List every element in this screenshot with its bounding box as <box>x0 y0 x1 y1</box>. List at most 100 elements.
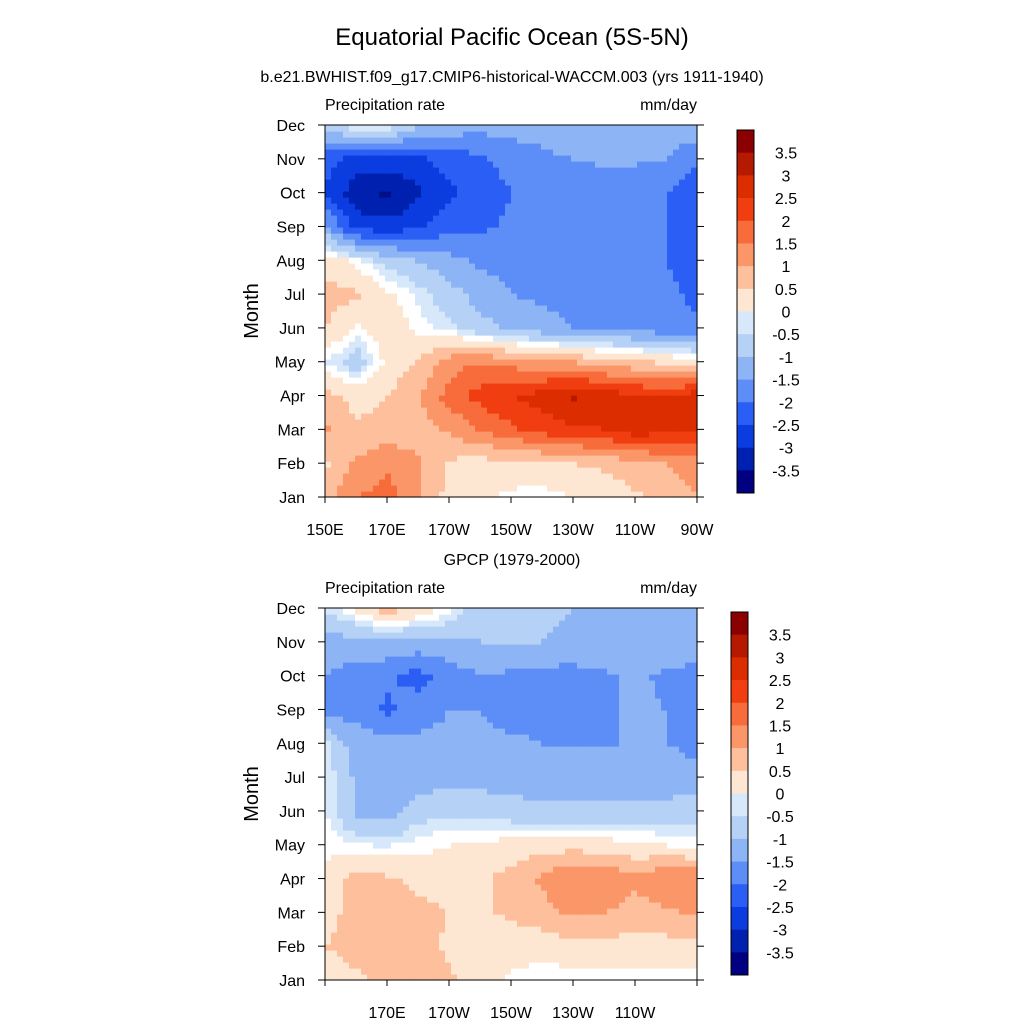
heatmap-cell <box>421 293 428 300</box>
colorbar-box <box>737 175 754 199</box>
heatmap-cell <box>487 950 494 957</box>
heatmap-cell <box>415 221 422 228</box>
heatmap-cell <box>487 431 494 438</box>
heatmap-cell <box>577 419 584 426</box>
heatmap-cell <box>433 938 440 945</box>
heatmap-cell <box>607 914 614 921</box>
heatmap-cell <box>505 956 512 963</box>
heatmap-cell <box>511 449 518 456</box>
heatmap-cell <box>331 377 338 384</box>
heatmap-cell <box>679 335 686 342</box>
heatmap-cell <box>493 215 500 222</box>
heatmap-cell <box>577 161 584 168</box>
heatmap-cell <box>619 419 626 426</box>
heatmap-cell <box>445 155 452 162</box>
heatmap-cell <box>625 377 632 384</box>
heatmap-cell <box>475 878 482 885</box>
heatmap-cell <box>457 890 464 897</box>
heatmap-cell <box>445 437 452 444</box>
heatmap-cell <box>547 431 554 438</box>
heatmap-cell <box>445 896 452 903</box>
heatmap-cell <box>487 902 494 909</box>
heatmap-cell <box>361 329 368 336</box>
heatmap-cell <box>451 395 458 402</box>
heatmap-cell <box>637 413 644 420</box>
heatmap-cell <box>409 125 416 132</box>
heatmap-cell <box>385 143 392 150</box>
heatmap-cell <box>481 395 488 402</box>
heatmap-cell <box>343 125 350 132</box>
x-tick-label: 90W <box>681 522 715 539</box>
heatmap-cell <box>331 215 338 222</box>
heatmap-cell <box>577 191 584 198</box>
heatmap-cell <box>403 209 410 216</box>
heatmap-cell <box>691 143 698 150</box>
heatmap-cell <box>643 137 650 144</box>
heatmap-cell <box>463 896 470 903</box>
heatmap-cell <box>685 926 692 933</box>
heatmap-cell <box>355 251 362 258</box>
heatmap-cell <box>547 209 554 216</box>
heatmap-cell <box>535 896 542 903</box>
heatmap-cell <box>607 974 614 981</box>
heatmap-cell <box>349 251 356 258</box>
heatmap-cell <box>655 473 662 480</box>
heatmap-cell <box>379 467 386 474</box>
heatmap-cell <box>337 299 344 306</box>
heatmap-cell <box>637 293 644 300</box>
heatmap-cell <box>607 269 614 276</box>
heatmap-cell <box>547 962 554 969</box>
heatmap-cell <box>625 944 632 951</box>
heatmap-cell <box>349 287 356 294</box>
heatmap-cell <box>619 263 626 270</box>
heatmap-cell <box>577 950 584 957</box>
heatmap-cell <box>451 425 458 432</box>
heatmap-cell <box>451 245 458 252</box>
heatmap-cell <box>643 908 650 915</box>
heatmap-cell <box>373 926 380 933</box>
heatmap-cell <box>355 143 362 150</box>
heatmap-cell <box>625 914 632 921</box>
heatmap-cell <box>433 389 440 396</box>
heatmap-cell <box>499 317 506 324</box>
heatmap-cell <box>643 281 650 288</box>
heatmap-cell <box>583 383 590 390</box>
heatmap-cell <box>445 413 452 420</box>
heatmap-cell <box>373 413 380 420</box>
heatmap-cell <box>541 125 548 132</box>
heatmap-cell <box>415 425 422 432</box>
heatmap-cell <box>415 143 422 150</box>
heatmap-cell <box>331 890 338 897</box>
heatmap-cell <box>469 968 476 975</box>
heatmap-cell <box>589 281 596 288</box>
heatmap-cell <box>373 197 380 204</box>
heatmap-cell <box>451 455 458 462</box>
heatmap-cell <box>529 353 536 360</box>
heatmap-cell <box>505 962 512 969</box>
heatmap-cell <box>625 479 632 486</box>
heatmap-cell <box>625 155 632 162</box>
heatmap-cell <box>463 269 470 276</box>
heatmap-cell <box>433 233 440 240</box>
heatmap-cell <box>331 437 338 444</box>
heatmap-cell <box>349 143 356 150</box>
heatmap-cell <box>325 371 332 378</box>
heatmap-cell <box>451 155 458 162</box>
heatmap-cell <box>649 485 656 492</box>
heatmap-cell <box>613 311 620 318</box>
heatmap-cell <box>433 347 440 354</box>
colorbar-box <box>737 311 754 335</box>
heatmap-cell <box>589 257 596 264</box>
heatmap-cell <box>691 287 698 294</box>
heatmap-cell <box>649 425 656 432</box>
heatmap-cell <box>637 377 644 384</box>
heatmap-cell <box>337 401 344 408</box>
heatmap-cell <box>511 341 518 348</box>
heatmap-cell <box>535 251 542 258</box>
heatmap-cell <box>511 191 518 198</box>
heatmap-cell <box>595 974 602 981</box>
heatmap-cell <box>541 479 548 486</box>
heatmap-cell <box>637 878 644 885</box>
heatmap-cell <box>403 914 410 921</box>
heatmap-cell <box>325 455 332 462</box>
